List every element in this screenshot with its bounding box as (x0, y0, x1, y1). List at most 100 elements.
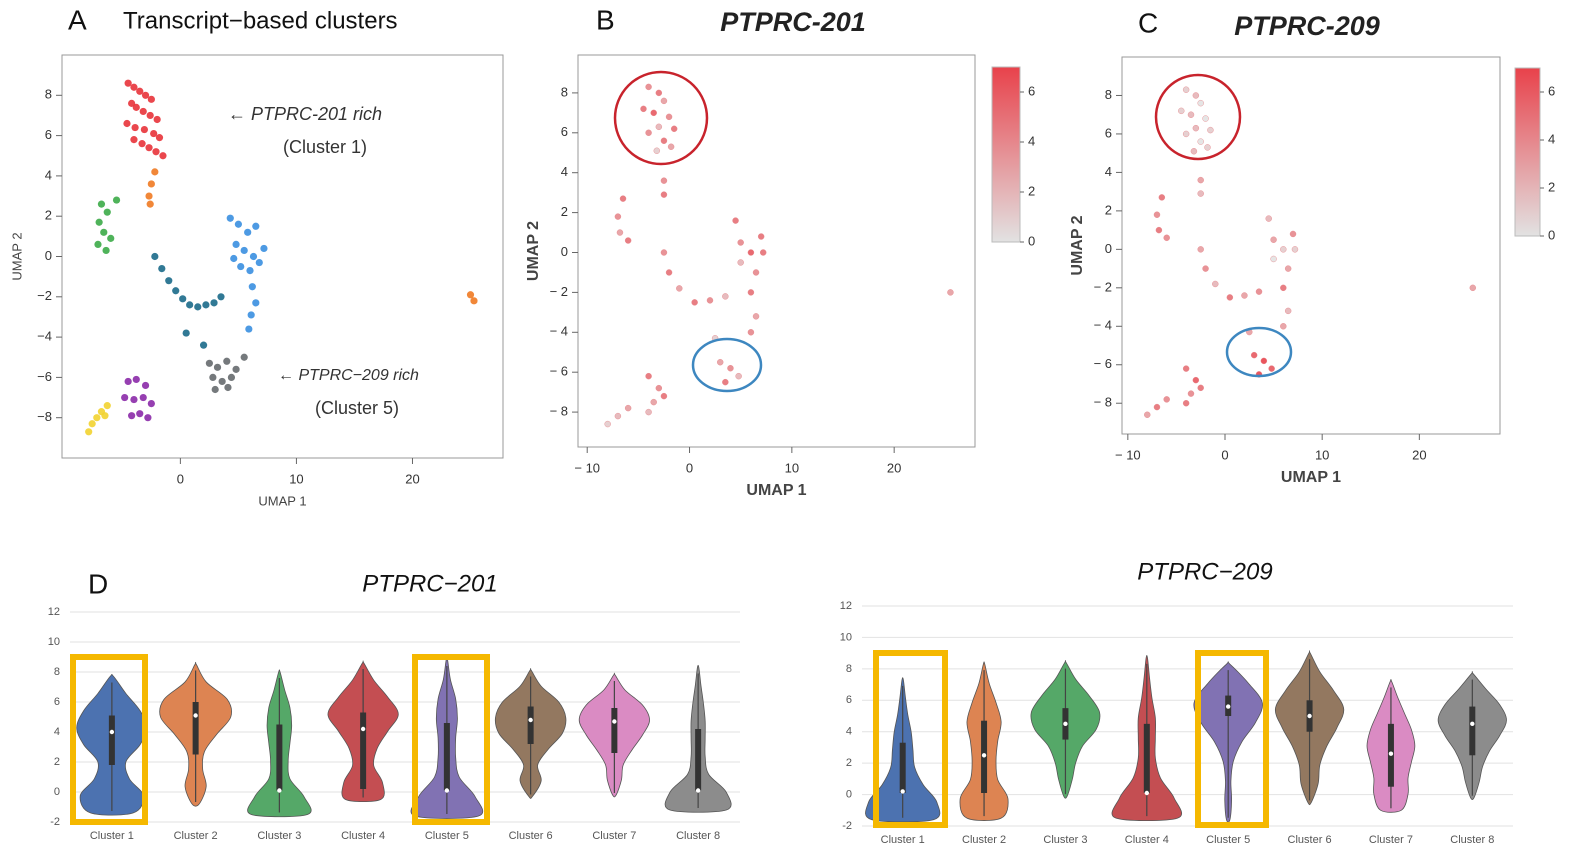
median (1470, 721, 1475, 727)
point (660, 97, 668, 105)
y-tick-label: 0 (846, 788, 852, 800)
y-tick-label: −6 (37, 369, 52, 384)
point (1187, 111, 1195, 118)
point (660, 191, 668, 198)
point (1212, 280, 1219, 288)
point (1255, 288, 1263, 295)
y-tick-label: 8 (45, 87, 52, 102)
y-tick-label: 10 (48, 636, 60, 648)
point (735, 372, 742, 380)
point (1226, 294, 1234, 301)
point (107, 234, 115, 242)
y-tick-label: 10 (840, 631, 852, 643)
point (706, 297, 714, 304)
y-tick-label: − 4 (550, 324, 568, 339)
y-tick-label: − 6 (1094, 356, 1112, 371)
point (123, 119, 131, 128)
point (1204, 144, 1211, 151)
x-axis-label: UMAP 1 (746, 482, 806, 499)
y-tick-label: 2 (45, 208, 52, 223)
panel-letter: C (1138, 7, 1158, 38)
y-tick-label: 6 (561, 124, 568, 139)
point (717, 359, 724, 366)
point (1163, 234, 1170, 242)
point (645, 83, 652, 91)
y-tick-label: 2 (54, 756, 60, 768)
point (232, 365, 240, 373)
median (981, 753, 987, 758)
point (252, 299, 260, 307)
y-tick-label: 4 (54, 726, 60, 738)
point (650, 398, 657, 406)
point (139, 107, 147, 116)
point (1265, 215, 1272, 222)
x-tick-label: 10 (289, 471, 303, 486)
median (193, 713, 198, 718)
point (202, 301, 210, 309)
point (1250, 351, 1258, 359)
highlight-circle (691, 337, 763, 393)
y-tick-label: 4 (561, 164, 568, 179)
x-tick-label: 0 (1221, 447, 1228, 462)
y-axis-label: UMAP 2 (9, 232, 24, 280)
point (147, 180, 155, 188)
x-tick-label: 20 (405, 471, 419, 486)
annotation: ← PTPRC−209 rich (278, 367, 419, 384)
point (665, 113, 673, 121)
point (1260, 357, 1268, 365)
highlight-box (873, 650, 948, 828)
x-tick-label: Cluster 1 (90, 830, 134, 842)
x-tick-label: 0 (686, 460, 693, 475)
annotation: (Cluster 5) (315, 398, 399, 418)
point (144, 414, 152, 422)
point (1197, 99, 1204, 107)
point (670, 125, 678, 133)
x-tick-label: − 10 (574, 460, 600, 475)
point (1182, 400, 1190, 407)
point (604, 420, 611, 428)
chart-title: Transcript−based clusters (123, 7, 398, 34)
iqr-box (108, 715, 115, 765)
point (138, 140, 146, 148)
x-tick-label: Cluster 4 (1125, 834, 1169, 846)
point (240, 246, 248, 255)
y-tick-label: 6 (1105, 125, 1112, 140)
point (194, 303, 202, 311)
point (1268, 365, 1275, 372)
highlight-box (70, 654, 148, 825)
point (1207, 126, 1214, 134)
x-tick-label: 20 (1412, 447, 1426, 462)
point (1197, 176, 1204, 184)
chart-title: PTPRC-209 (1234, 11, 1380, 41)
median (695, 788, 701, 793)
point (211, 385, 219, 394)
point (130, 395, 138, 404)
x-tick-label: − 10 (1115, 447, 1141, 462)
point (691, 299, 698, 306)
point (94, 240, 102, 249)
point (1197, 384, 1204, 392)
colorbar (1514, 67, 1541, 237)
point (1182, 130, 1190, 138)
point (470, 297, 478, 305)
iqr-box (611, 708, 618, 753)
x-tick-label: Cluster 8 (676, 830, 720, 842)
point (158, 264, 166, 273)
point (650, 109, 657, 117)
median (900, 789, 905, 794)
point (624, 237, 632, 244)
point (182, 329, 190, 337)
colorbar-tick-label: 2 (1028, 183, 1035, 198)
y-tick-label: 0 (45, 248, 52, 263)
point (209, 373, 217, 381)
point (1192, 92, 1200, 99)
annotation: (Cluster 1) (283, 137, 367, 157)
median (1225, 704, 1231, 709)
point (1187, 390, 1195, 397)
point (146, 111, 154, 120)
x-tick-label: Cluster 6 (1288, 834, 1332, 846)
point (97, 200, 106, 208)
point (1192, 376, 1200, 384)
point (747, 289, 755, 296)
point (1469, 284, 1476, 292)
